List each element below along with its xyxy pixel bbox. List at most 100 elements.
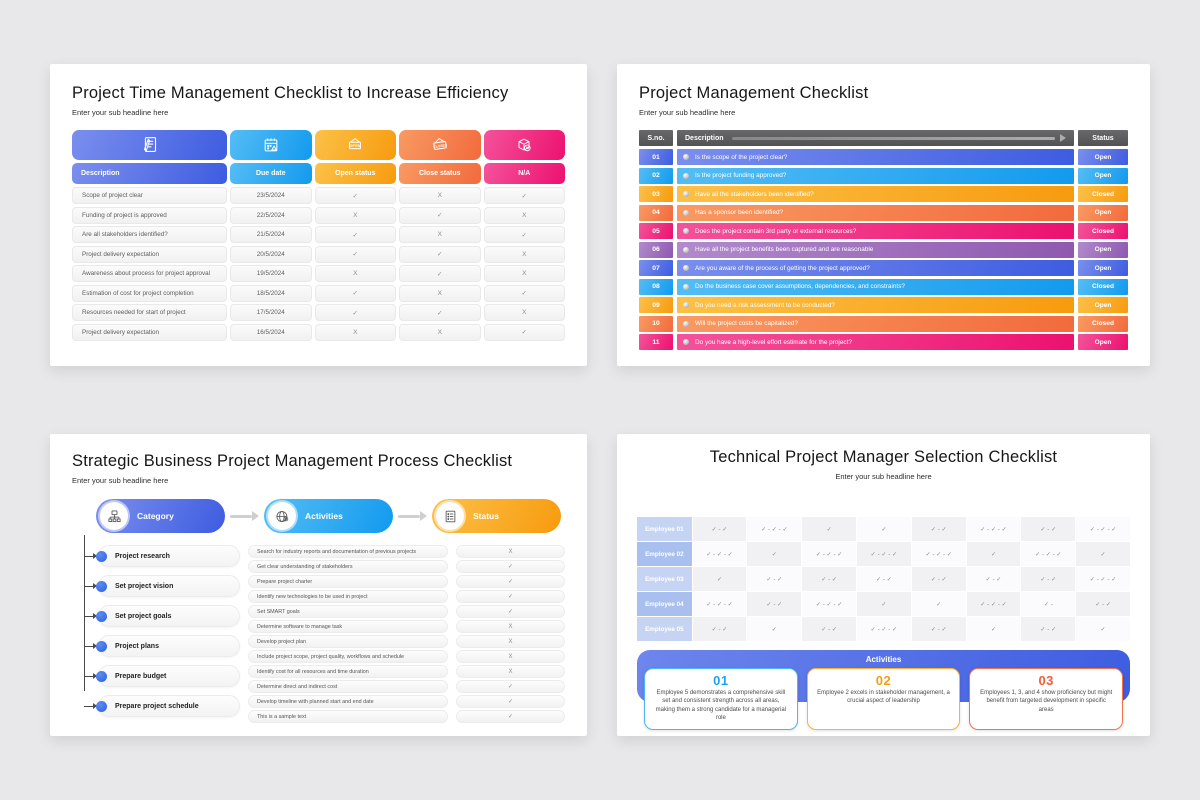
arrow-head-icon [1060,134,1066,142]
dot-icon [96,700,107,712]
activity-item: Determine software to manage task [248,620,448,633]
activity-item: Prepare project charter [248,575,448,588]
checklist-row: 02 Is the project funding approved? Open [639,167,1128,184]
matrix-cell: ✓ [911,592,966,616]
dot-icon [96,610,107,622]
open-status-cell: ✓ [314,226,396,243]
connector-line [84,535,85,691]
matrix-row: Employee 03 ✓ ✓ - ✓ ✓ - ✓ ✓ - ✓ ✓ - ✓ ✓ - ✓ ✓ … [637,567,1131,591]
matrix-cell: ✓ - ✓ [747,592,802,616]
closed-sign-icon: CLOSED [399,130,481,160]
note-number: 03 [1038,673,1054,688]
row-description-bar: Are you aware of the process of getting … [677,260,1074,276]
matrix-cell: ✓ - ✓ [1021,517,1076,541]
row-description-bar: Will the project costs be capitalized? [677,315,1074,332]
matrix-column-header: Planning & Scoping [757,495,791,510]
matrix-row: Employee 05 ✓ - ✓ ✓ ✓ - ✓ ✓ - ✓ - ✓ ✓ - ✓ ✓ ✓ … [637,617,1131,641]
matrix-row: Employee 02 ✓ - ✓ - ✓ ✓ ✓ - ✓ - ✓ ✓ - ✓ - ✓… [637,542,1131,566]
na-cell: ✓ [483,284,565,302]
category-item: Project plans [84,635,240,657]
activities-section: Activities 01 Employee 5 demonstrates a … [637,650,1130,740]
matrix-cell: ✓ - ✓ - ✓ [747,517,802,541]
slide-process-checklist[interactable]: Strategic Business Project Management Pr… [50,434,587,736]
matrix-cell: ✓ - ✓ [1021,567,1076,591]
note-text: Employee 2 excels in stakeholder managem… [817,690,950,705]
slide-title: Strategic Business Project Management Pr… [72,452,513,470]
open-status-cell: X [314,265,396,282]
checklist-row: 11 Do you have a high-level effort estim… [639,334,1128,350]
status-item: X [456,635,565,648]
dot-icon [96,640,107,652]
na-column: ✓ X ✓ X X ✓ X ✓ [483,187,565,343]
checklist-icon [436,502,464,530]
slide-title: Project Management Checklist [639,84,869,102]
status-item: ✓ [456,680,565,693]
matrix-cell: ✓ - ✓ [911,517,966,541]
slide-time-management-checklist[interactable]: Project Time Management Checklist to Inc… [50,64,587,366]
checklist-row: 07 Are you aware of the process of getti… [639,260,1128,276]
activity-item: Identify cost for all resources and time… [248,665,448,678]
status-item: ✓ [456,560,565,573]
status-list: X ✓ ✓ ✓ ✓ X X X X ✓ ✓ ✓ [456,545,565,723]
close-status-cell: X [399,284,481,302]
matrix-cell: ✓ - ✓ [911,617,966,641]
slide-project-management-checklist[interactable]: Project Management Checklist Enter your … [617,64,1150,366]
description-cell: Project delivery expectation [72,245,227,263]
slide-title: Technical Project Manager Selection Chec… [709,448,1058,466]
matrix-header-row: Employees Communications Planning & Scopin… [637,490,1130,516]
checklist-row: 09 Do you need a risk assessment to be c… [639,297,1128,313]
activity-item: This is a sample text [248,710,448,723]
status-item: ✓ [456,590,565,603]
matrix-cell: ✓ - ✓ [802,567,857,591]
activity-item: Develop timeline with planned start and … [248,695,448,708]
slide-subtitle: Enter your sub headline here [639,108,736,117]
column-header-description: Description [677,130,1074,146]
open-status-cell: ✓ [314,245,396,263]
note-card-3: 03 Employees 1, 3, and 4 show proficienc… [969,668,1124,730]
due-date-cell: 19/5/2024 [230,265,312,282]
status-badge: Open [1078,334,1128,350]
matrix-cell: ✓ - ✓ [911,567,966,591]
status-badge: Open [1078,204,1128,221]
row-description-bar: Has a sponsor been identified? [677,204,1074,221]
close-status-cell: ✓ [399,265,481,282]
matrix-cell: ✓ - ✓ [966,567,1021,591]
row-number: 04 [639,204,673,221]
matrix-cell: ✓ - ✓ - ✓ [911,542,966,566]
close-status-cell: X [399,323,481,341]
description-cell: Awareness about process for project appr… [72,265,227,282]
status-item: X [456,620,565,633]
open-status-cell: ✓ [314,187,396,204]
checklist-table: Description Scope of project clear Fundin… [72,130,565,343]
activity-list: Search for industry reports and document… [248,545,448,723]
open-status-cell: X [314,323,396,341]
status-item: ✓ [456,605,565,618]
column-header-due-date: Due date [230,163,312,184]
row-number: 09 [639,297,673,313]
activity-item: Determine direct and indirect cost [248,680,448,693]
row-description-bar: Have all the project benefits been captu… [677,241,1074,258]
matrix-cell: ✓ - ✓ - ✓ [966,592,1021,616]
row-description-bar: Do you have a high-level effort estimate… [677,334,1074,350]
checklist-row: 06 Have all the project benefits been ca… [639,241,1128,258]
slide-subtitle: Enter your sub headline here [72,108,169,117]
status-column: X ✓ ✓ ✓ ✓ X X X X ✓ ✓ ✓ [456,545,565,725]
description-column: Scope of project clear Funding of project… [72,187,227,343]
slide-title: Project Time Management Checklist to Inc… [72,84,509,102]
status-badge: Open [1078,260,1128,276]
matrix-column-header: Stakeholder Management [974,495,1013,510]
close-status-column: X ✓ X ✓ ✓ X ✓ X [399,187,481,343]
dot-icon [96,580,107,592]
description-cell: Estimation of cost for project completio… [72,284,227,302]
slide-manager-selection-checklist[interactable]: Technical Project Manager Selection Chec… [617,434,1150,736]
column-header-na: N/A [483,163,565,184]
note-number: 02 [875,673,892,688]
due-date-cell: 17/5/2024 [230,304,312,321]
matrix-cell: ✓ - ✓ - ✓ [692,542,747,566]
employee-label: Employee 04 [637,592,692,616]
matrix-column-header: Quandy Assurance [922,495,955,510]
checklist-table: S.no. Description Status 01 Is the scope… [639,130,1128,350]
matrix-column-header: Risk Management [864,495,903,510]
note-card-1: 01 Employee 5 demonstrates a comprehensi… [644,668,798,730]
status-badge: Open [1078,241,1128,258]
